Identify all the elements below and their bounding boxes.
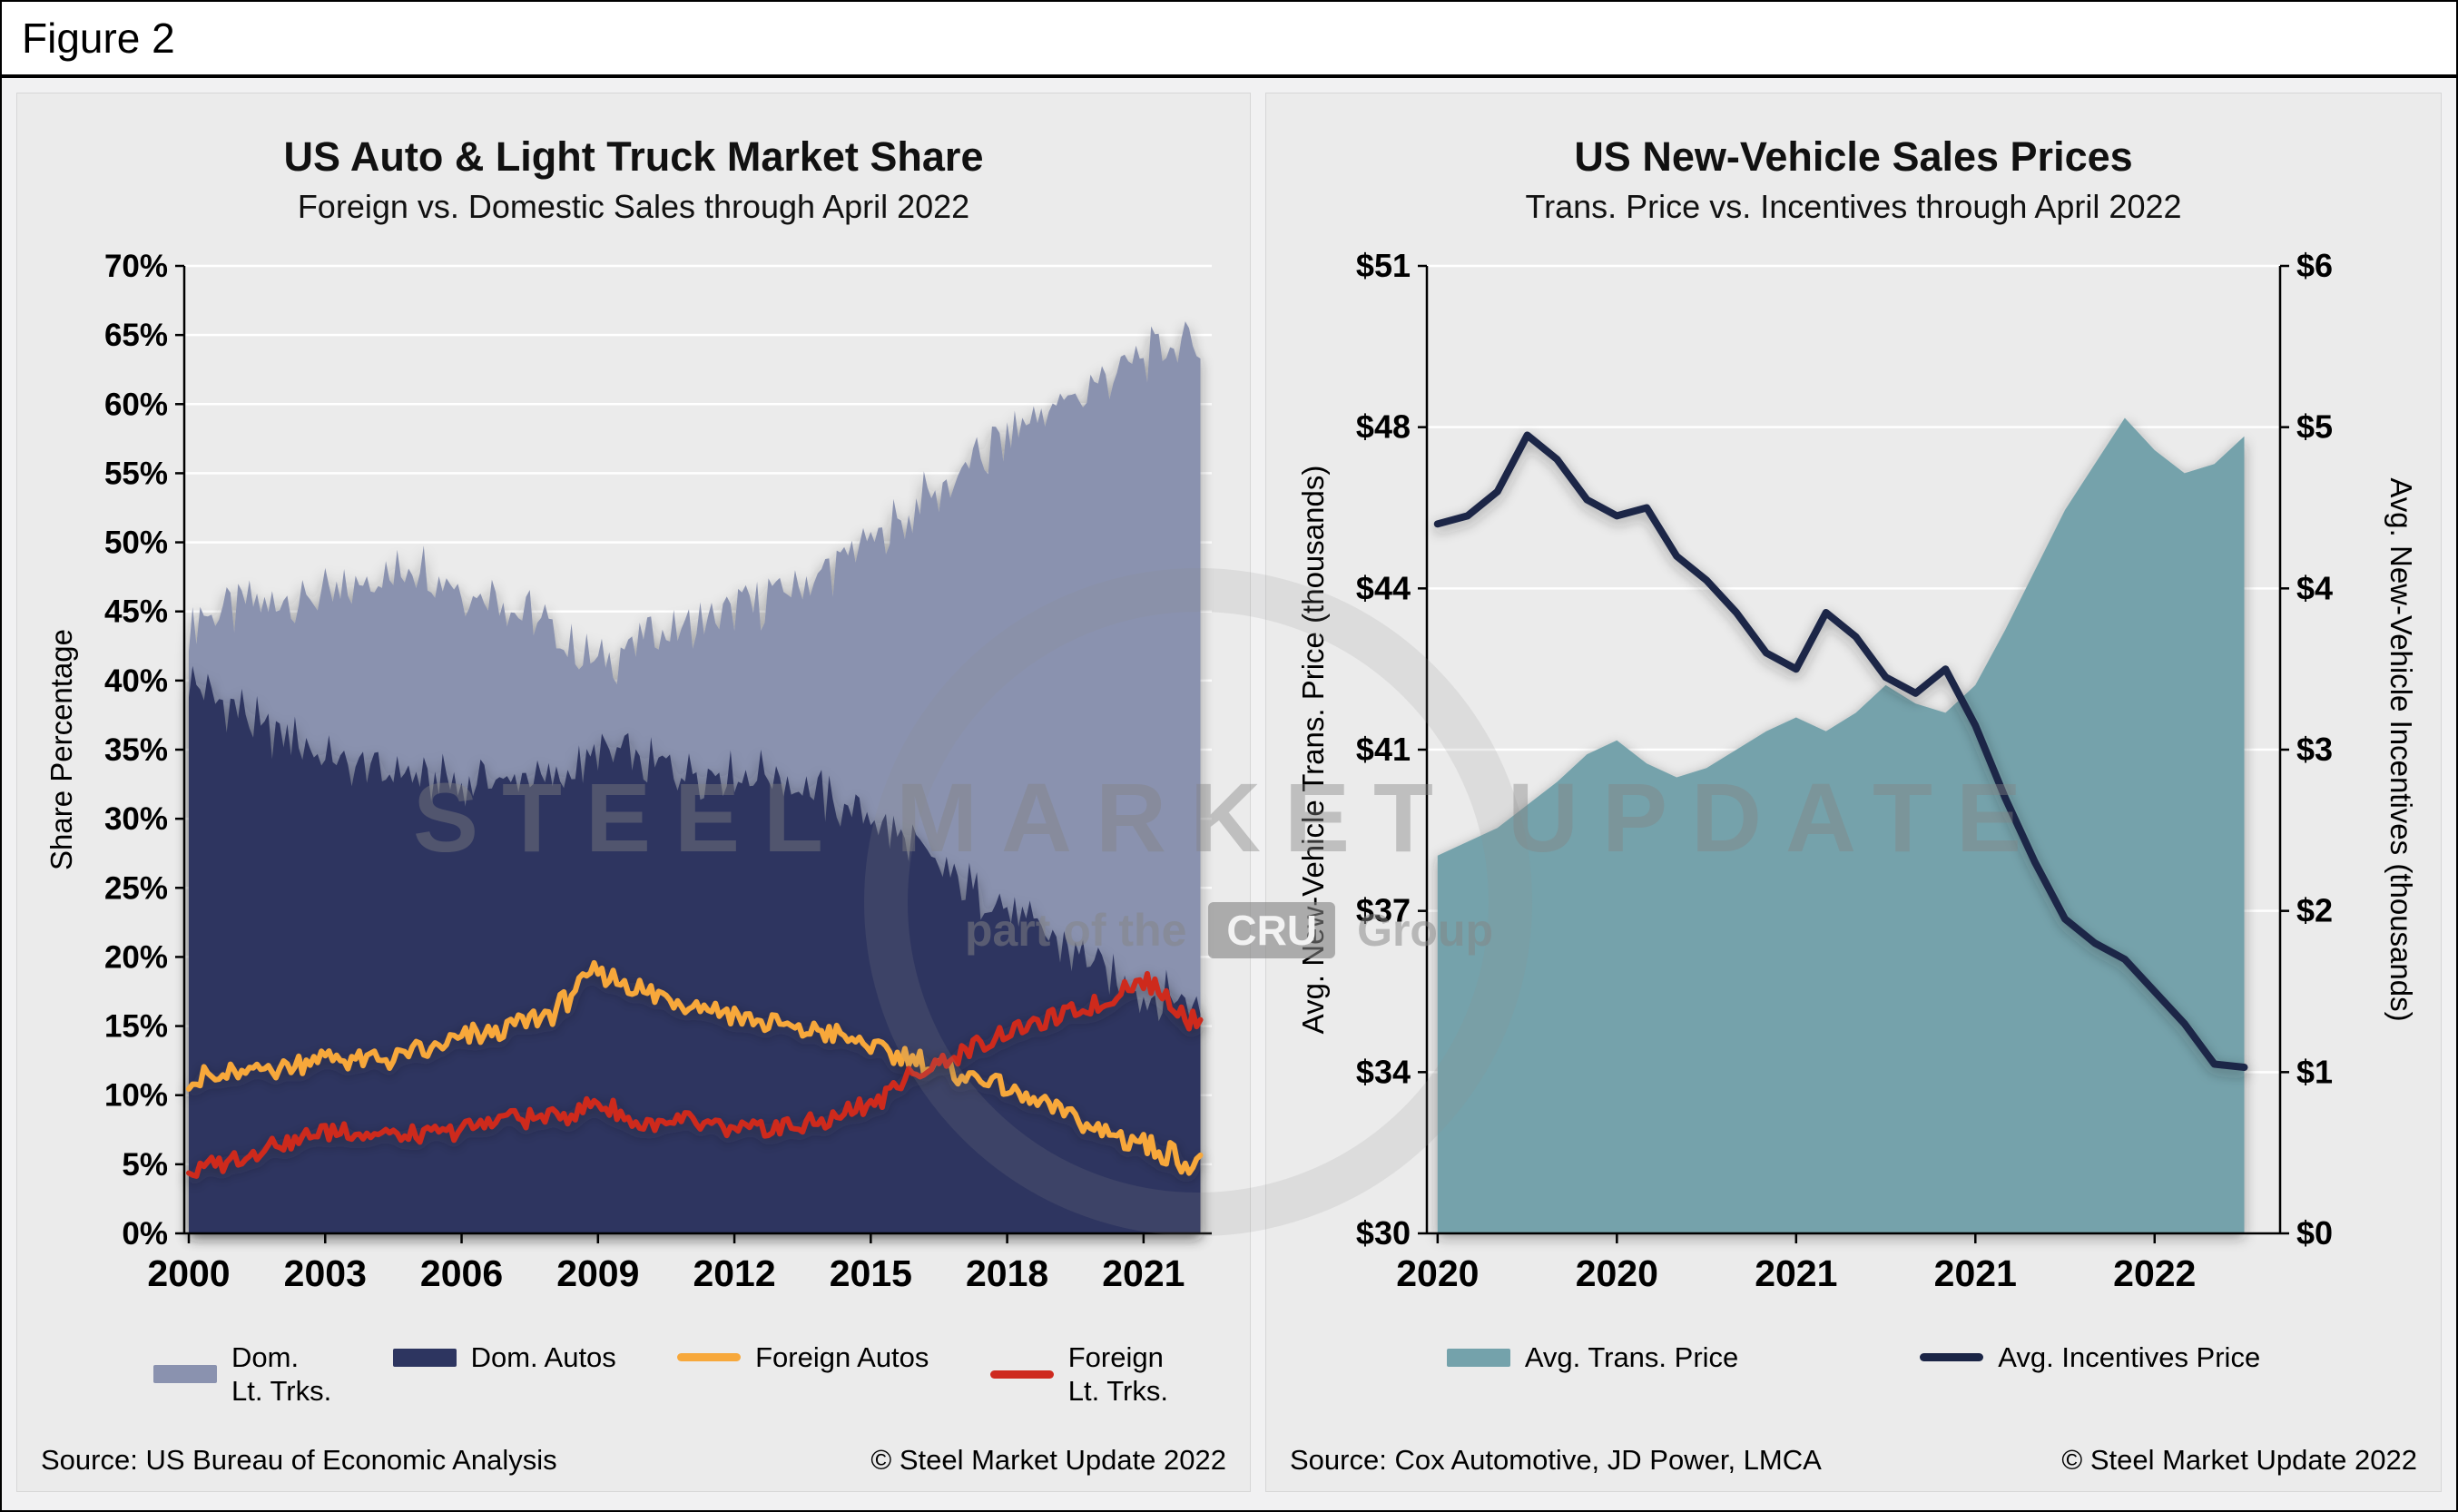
series-foreign-lt-trks xyxy=(186,970,1204,1179)
y-tick-label-left: $34 xyxy=(1356,1053,1411,1090)
chart-subtitle: Foreign vs. Domestic Sales through April… xyxy=(297,188,970,225)
y-tick-label-left: $30 xyxy=(1356,1214,1411,1252)
y-tick-label-left: $37 xyxy=(1356,892,1411,929)
series-foreign-autos xyxy=(186,959,1204,1176)
y-axis-title-right: Avg. New-Vehicle Incentives (thousands) xyxy=(2384,477,2418,1021)
market-share-chart: 0% 5% 10% 15% 20% 25% 30% 35% 40% 45% 50% 55% 60% 65%… xyxy=(44,249,1212,1294)
series-avg-incentives-price xyxy=(1433,431,2248,1071)
x-tick-label: 2022 xyxy=(2113,1252,2196,1294)
y-tick-label-right: $4 xyxy=(2296,569,2333,606)
y-tick-label: 5% xyxy=(122,1147,168,1183)
y-tick-label-right: $1 xyxy=(2296,1053,2333,1090)
x-tick-label: 2021 xyxy=(1934,1252,2017,1294)
legend-label: Avg. Incentives Price xyxy=(1998,1341,2261,1373)
y-tick-label-right: $6 xyxy=(2296,247,2333,284)
source-text: Source: Cox Automotive, JD Power, LMCA xyxy=(1290,1444,1822,1476)
y-tick-label: 45% xyxy=(104,594,168,630)
charts-container: US Auto & Light Truck Market Share Forei… xyxy=(2,78,2456,1507)
legend-label: Dom. Autos xyxy=(470,1341,616,1373)
y-tick-label: 0% xyxy=(122,1216,168,1252)
y-tick-label: 65% xyxy=(104,318,168,353)
x-tick-label: 2018 xyxy=(966,1252,1048,1294)
chart-subtitle: Trans. Price vs. Incentives through Apri… xyxy=(1525,188,2182,225)
y-tick-label-right: $0 xyxy=(2296,1214,2333,1252)
legend-label: Foreign Lt. Trks. xyxy=(1067,1341,1168,1408)
y-tick-label: 30% xyxy=(104,801,168,837)
y-tick-label: 40% xyxy=(104,663,168,699)
legend-swatch xyxy=(153,1365,217,1384)
x-tick-label: 2015 xyxy=(830,1252,912,1294)
y-tick-label: 10% xyxy=(104,1078,168,1114)
x-tick-label: 2020 xyxy=(1576,1252,1658,1294)
y-tick-label-left: $41 xyxy=(1356,731,1411,768)
source-row: Source: Cox Automotive, JD Power, LMCA ©… xyxy=(1290,1444,2417,1477)
legend-swatch xyxy=(392,1348,457,1367)
x-tick-label: 2021 xyxy=(1102,1252,1185,1294)
series-avg-trans-price xyxy=(1437,417,2245,1233)
sales-prices-panel: US New-Vehicle Sales Prices Trans. Price… xyxy=(1265,93,2442,1492)
legend-label: Foreign Autos xyxy=(755,1341,929,1373)
chart-title: US New-Vehicle Sales Prices xyxy=(1574,133,2133,180)
y-tick-label-right: $5 xyxy=(2296,408,2333,446)
x-tick-label: 2012 xyxy=(693,1252,775,1294)
legend-item-avg-incentives-price: Avg. Incentives Price xyxy=(1920,1340,2260,1374)
market-share-legend: Dom. Lt. Trks. Dom. Autos Foreign Autos For… xyxy=(17,1340,1250,1408)
x-tick-label: 2020 xyxy=(1396,1252,1479,1294)
market-share-panel: US Auto & Light Truck Market Share Forei… xyxy=(16,93,1251,1492)
y-tick-label: 50% xyxy=(104,525,168,561)
y-tick-label-left: $48 xyxy=(1356,408,1411,446)
legend-item-foreign-lt-trks: Foreign Lt. Trks. xyxy=(989,1340,1168,1408)
y-tick-label-right: $2 xyxy=(2296,892,2333,929)
figure-label: Figure 2 xyxy=(22,15,175,62)
copyright-text: © Steel Market Update 2022 xyxy=(870,1444,1226,1476)
y-tick-label: 15% xyxy=(104,1009,168,1045)
x-tick-label: 2000 xyxy=(147,1252,230,1294)
chart-title: US Auto & Light Truck Market Share xyxy=(283,133,984,180)
x-tick-label: 2003 xyxy=(284,1252,367,1294)
series-dom-autos xyxy=(189,665,1201,1233)
y-tick-label: 25% xyxy=(104,870,168,906)
source-text: Source: US Bureau of Economic Analysis xyxy=(41,1444,557,1476)
y-tick-label-left: $51 xyxy=(1356,247,1411,284)
y-tick-label: 55% xyxy=(104,456,168,491)
legend-label: Avg. Trans. Price xyxy=(1524,1341,1739,1373)
legend-swatch xyxy=(989,1370,1054,1379)
y-tick-label: 60% xyxy=(104,387,168,422)
legend-item-dom-autos: Dom. Autos xyxy=(392,1340,616,1374)
legend-item-avg-trans-price: Avg. Trans. Price xyxy=(1446,1340,1739,1374)
x-tick-label: 2006 xyxy=(420,1252,503,1294)
y-axis-title: Share Percentage xyxy=(44,629,78,870)
figure-header: Figure 2 xyxy=(2,2,2456,78)
x-tick-label: 2009 xyxy=(556,1252,639,1294)
legend-item-foreign-autos: Foreign Autos xyxy=(677,1340,929,1374)
copyright-text: © Steel Market Update 2022 xyxy=(2061,1444,2417,1476)
sales-prices-legend: Avg. Trans. Price Avg. Incentives Price xyxy=(1266,1340,2441,1374)
x-tick-label: 2021 xyxy=(1755,1252,1837,1294)
y-axis-title-left: Avg. New-Vehicle Trans. Price (thousands… xyxy=(1296,466,1330,1035)
legend-item-dom-lt-trks: Dom. Lt. Trks. xyxy=(153,1340,331,1408)
y-tick-label: 35% xyxy=(104,732,168,768)
legend-swatch xyxy=(1446,1348,1510,1367)
y-tick-label-right: $3 xyxy=(2296,731,2333,768)
source-row: Source: US Bureau of Economic Analysis ©… xyxy=(41,1444,1226,1477)
legend-swatch xyxy=(1920,1353,1984,1362)
legend-swatch xyxy=(677,1353,742,1362)
y-tick-label: 70% xyxy=(104,249,168,284)
y-tick-label: 20% xyxy=(104,939,168,975)
sales-prices-chart: $30 $34 $37 $41 $44 $48 $51 $0 $1 $2 $3 $4 $5 $6 2020 2… xyxy=(1296,247,2418,1294)
y-tick-label-left: $44 xyxy=(1356,569,1411,606)
legend-label: Dom. Lt. Trks. xyxy=(231,1341,332,1408)
